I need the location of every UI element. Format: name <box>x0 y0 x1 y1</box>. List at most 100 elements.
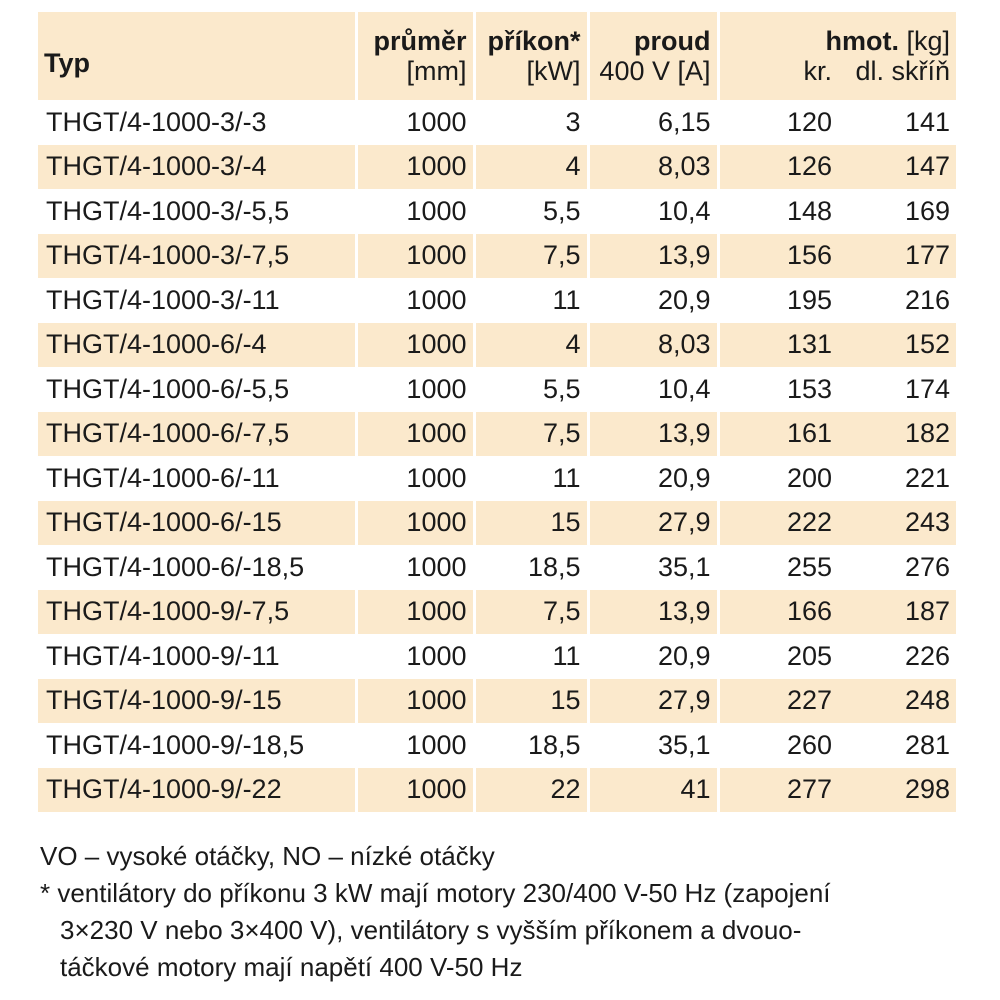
cell-weight-dl: 243 <box>838 500 957 545</box>
cell-weight-dl: 281 <box>904 729 951 760</box>
header-current: proud <box>588 12 720 56</box>
table-row: THGT/4-1000-3/-11 1000 11 20,9 195 216 <box>38 278 956 323</box>
cell-type: THGT/4-1000-6/-7,5 <box>38 411 358 456</box>
cell-type: THGT/4-1000-3/-4 <box>38 144 358 189</box>
cell-weight-kr: 227 <box>718 678 838 723</box>
cell-diameter: 1000 <box>356 634 476 679</box>
cell-power: 4 <box>474 144 590 189</box>
cell-type: THGT/4-1000-9/-7,5 <box>38 589 358 634</box>
cell-type: THGT/4-1000-3/-3 <box>38 100 358 145</box>
cell-diameter: 1000 <box>356 545 476 590</box>
cell-current: 35,1 <box>588 723 720 768</box>
cell-current: 41 <box>588 767 720 812</box>
cell-power: 15 <box>474 678 590 723</box>
cell-type: THGT/4-1000-9/-15 <box>38 678 358 723</box>
cell-weight-kr: 277 <box>718 767 838 812</box>
cell-power: 15 <box>474 500 590 545</box>
table-row: THGT/4-1000-3/-4 1000 4 8,03 126 147 <box>38 144 957 189</box>
cell-weight-dl: 141 <box>904 106 951 137</box>
cell-type: THGT/4-1000-6/-4 <box>38 322 358 367</box>
table-row: THGT/4-1000-6/-18,5 1000 18,5 35,1 255 276 <box>38 545 956 590</box>
cell-weight-dl: 248 <box>838 678 957 723</box>
cell-diameter: 1000 <box>356 144 476 189</box>
header-weight-dl: dl. skříň <box>838 56 957 100</box>
table-row: THGT/4-1000-6/-11 1000 11 20,9 200 221 <box>38 456 956 501</box>
note-footnote-line-2: 3×230 V nebo 3×400 V), ventilátory s vyš… <box>60 915 802 945</box>
cell-current: 20,9 <box>588 278 720 323</box>
table-row: THGT/4-1000-9/-11 1000 11 20,9 205 226 <box>38 634 956 679</box>
cell-power: 18,5 <box>474 723 590 768</box>
cell-power: 11 <box>474 634 590 679</box>
header-diameter-unit: [mm] <box>356 56 476 100</box>
note-footnote-line-1: * ventilátory do příkonu 3 kW mají motor… <box>40 878 831 908</box>
cell-power: 11 <box>474 456 590 501</box>
cell-weight-dl: 147 <box>838 144 957 189</box>
cell-diameter: 1000 <box>356 322 476 367</box>
cell-weight-dl: 174 <box>904 373 951 404</box>
cell-type: THGT/4-1000-9/-18,5 <box>38 723 358 768</box>
table-row: THGT/4-1000-9/-15 1000 15 27,9 227 248 <box>38 678 957 723</box>
cell-diameter: 1000 <box>356 367 476 412</box>
table-row: THGT/4-1000-6/-5,5 1000 5,5 10,4 153 174 <box>38 367 956 412</box>
header-type: Typ <box>38 12 358 100</box>
spec-table-container: Typ průměr příkon* proud hmot. [kg] [mm]… <box>38 12 957 812</box>
table-body: THGT/4-1000-3/-3 1000 3 6,15 120 141 THGT/4-1… <box>38 100 957 812</box>
cell-weight-dl: 298 <box>838 767 957 812</box>
cell-weight-dl: 177 <box>838 233 957 278</box>
cell-current: 8,03 <box>588 144 720 189</box>
cell-weight-kr: 260 <box>786 729 832 760</box>
spec-table: Typ průměr příkon* proud hmot. [kg] [mm]… <box>38 12 957 812</box>
table-row: THGT/4-1000-3/-3 1000 3 6,15 120 141 <box>38 100 956 145</box>
cell-weight-kr: 126 <box>718 144 838 189</box>
cell-weight-kr: 148 <box>786 195 832 226</box>
cell-weight-kr: 255 <box>786 551 832 582</box>
cell-current: 20,9 <box>588 634 720 679</box>
table-row: THGT/4-1000-6/-7,5 1000 7,5 13,9 161 182 <box>38 411 957 456</box>
table-header: Typ průměr příkon* proud hmot. [kg] [mm]… <box>38 12 957 100</box>
cell-weight-dl: 216 <box>904 284 951 315</box>
cell-power: 22 <box>474 767 590 812</box>
cell-type: THGT/4-1000-9/-11 <box>38 634 358 679</box>
cell-weight-kr: 153 <box>786 373 832 404</box>
cell-diameter: 1000 <box>356 189 476 234</box>
cell-weight-dl: 226 <box>904 640 951 671</box>
cell-diameter: 1000 <box>356 100 476 145</box>
cell-weight-kr: 131 <box>718 322 838 367</box>
cell-type: THGT/4-1000-6/-15 <box>38 500 358 545</box>
note-footnote-line-3: táčkové motory mají napětí 400 V-50 Hz <box>60 952 523 982</box>
table-row: THGT/4-1000-3/-5,5 1000 5,5 10,4 148 169 <box>38 189 956 234</box>
cell-diameter: 1000 <box>356 278 476 323</box>
table-row: THGT/4-1000-9/-18,5 1000 18,5 35,1 260 281 <box>38 723 956 768</box>
cell-current: 27,9 <box>588 500 720 545</box>
cell-power: 7,5 <box>474 589 590 634</box>
cell-weight-kr: 205 <box>786 640 832 671</box>
cell-diameter: 1000 <box>356 456 476 501</box>
header-weight: hmot. [kg] <box>718 12 957 56</box>
cell-weight-dl: 169 <box>904 195 951 226</box>
cell-current: 35,1 <box>588 545 720 590</box>
cell-power: 4 <box>474 322 590 367</box>
cell-type: THGT/4-1000-6/-11 <box>38 456 358 501</box>
cell-current: 13,9 <box>588 411 720 456</box>
cell-power: 7,5 <box>474 411 590 456</box>
table-row: THGT/4-1000-3/-7,5 1000 7,5 13,9 156 177 <box>38 233 957 278</box>
cell-power: 5,5 <box>474 367 590 412</box>
cell-power: 5,5 <box>474 189 590 234</box>
cell-weight-kr: 166 <box>718 589 838 634</box>
cell-type: THGT/4-1000-6/-5,5 <box>38 367 358 412</box>
cell-diameter: 1000 <box>356 233 476 278</box>
cell-type: THGT/4-1000-3/-7,5 <box>38 233 358 278</box>
cell-current: 27,9 <box>588 678 720 723</box>
cell-type: THGT/4-1000-6/-18,5 <box>38 545 358 590</box>
cell-current: 10,4 <box>588 367 720 412</box>
table-row: THGT/4-1000-6/-4 1000 4 8,03 131 152 <box>38 322 957 367</box>
cell-type: THGT/4-1000-9/-22 <box>38 767 358 812</box>
cell-weight-dl: 187 <box>838 589 957 634</box>
header-power: příkon* <box>474 12 590 56</box>
cell-diameter: 1000 <box>356 678 476 723</box>
cell-weight-dl: 276 <box>904 551 951 582</box>
note-abbreviations: VO – vysoké otáčky, NO – nízké otáčky <box>40 841 495 871</box>
header-weight-unit: [kg] <box>906 26 951 56</box>
cell-diameter: 1000 <box>356 500 476 545</box>
table-row: THGT/4-1000-6/-15 1000 15 27,9 222 243 <box>38 500 957 545</box>
